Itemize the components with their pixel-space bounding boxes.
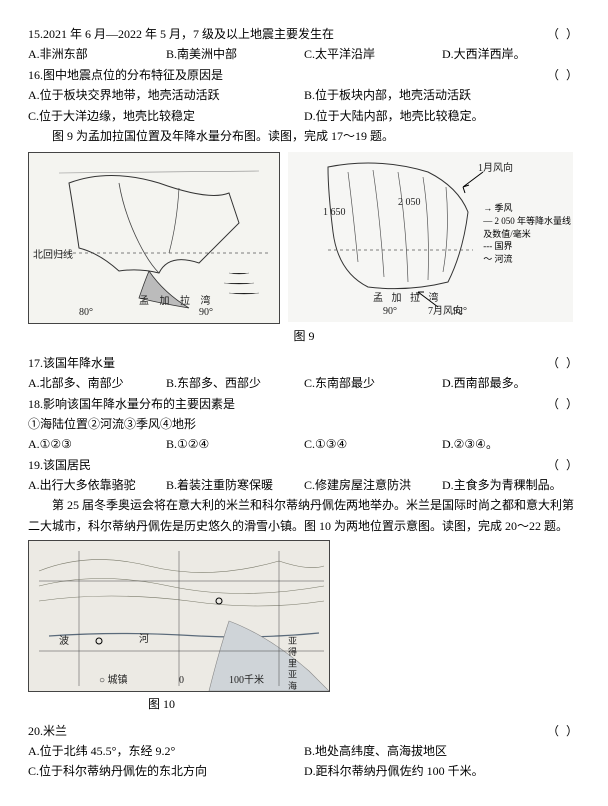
label-po2: 河 [139, 631, 149, 648]
option-d[interactable]: D.西南部最多。 [442, 373, 580, 393]
question-17-stem: 17.该国年降水量 （ ） [28, 353, 580, 373]
option-a[interactable]: A.非洲东部 [28, 44, 166, 64]
figure-9-right-map: 1月风向 → 季风 — 2 050 年等降水量线 及数值/毫米 --- 国界 ～… [288, 152, 573, 322]
label-tropic: 北回归线 [33, 247, 73, 264]
legend-isohyet: 年等降水量线 及数值/毫米 [483, 216, 571, 239]
option-a[interactable]: A.①②③ [28, 434, 166, 454]
label-80: 80° [79, 304, 93, 321]
option-a[interactable]: A.位于北纬 45.5°，东经 9.2° [28, 741, 304, 761]
figure-9: 北回归线 孟 加 拉 湾 80° 90° 1月风向 → 季风 — 2 050 年… [28, 152, 580, 324]
scale-100: 100千米 [229, 672, 264, 689]
option-c[interactable]: C.①③④ [304, 434, 442, 454]
figure-9-caption: 图 9 [28, 326, 580, 346]
label-90b: 90° [383, 303, 397, 320]
option-d[interactable]: D.主食多为青稞制品。 [442, 475, 580, 495]
scale-0: 0 [179, 672, 184, 689]
figure-10-caption: 图 10 [148, 694, 580, 714]
option-b[interactable]: B.①②④ [166, 434, 304, 454]
q16-options-row1: A.位于板块交界地带，地壳活动活跃 B.位于板块内部，地壳活动活跃 [28, 85, 580, 105]
q20-options-row2: C.位于科尔蒂纳丹佩佐的东北方向 D.距科尔蒂纳丹佩佐约 100 千米。 [28, 761, 580, 781]
q15-text: 15.2021 年 6 月—2022 年 5 月，7 级及以上地震主要发生在 [28, 24, 334, 44]
option-d[interactable]: D.距科尔蒂纳丹佩佐约 100 千米。 [304, 761, 580, 781]
option-c[interactable]: C.太平洋沿岸 [304, 44, 442, 64]
q17-options: A.北部多、南部少 B.东部多、西部少 C.东南部最少 D.西南部最多。 [28, 373, 580, 393]
answer-blank[interactable]: （ ） [547, 65, 580, 85]
label-adriatic: 亚 得 里 亚 海 [284, 636, 299, 690]
label-92: 92° [453, 303, 467, 320]
figure-10-map: 波 河 亚 得 里 亚 海 ○ 城镇 0 100千米 [28, 540, 330, 692]
lead-text-9: 图 9 为孟加拉国位置及年降水量分布图。读图，完成 17～19 题。 [28, 126, 580, 146]
question-18-stem: 18.影响该国年降水量分布的主要因素是 （ ） [28, 394, 580, 414]
answer-blank[interactable]: （ ） [547, 394, 580, 414]
answer-blank[interactable]: （ ） [547, 455, 580, 475]
legend-border: 国界 [494, 241, 512, 251]
q18-options: A.①②③ B.①②④ C.①③④ D.②③④。 [28, 434, 580, 454]
legend-monsoon: 季风 [494, 203, 512, 213]
answer-blank[interactable]: （ ） [547, 721, 580, 741]
option-d[interactable]: D.大西洋西岸。 [442, 44, 580, 64]
label-1650: 1 650 [323, 204, 346, 221]
question-16-stem: 16.图中地震点位的分布特征及原因是 （ ） [28, 65, 580, 85]
label-90: 90° [199, 304, 213, 321]
option-b[interactable]: B.着装注重防寒保暖 [166, 475, 304, 495]
question-20-stem: 20.米兰 （ ） [28, 721, 580, 741]
q19-options: A.出行大多依靠骆驼 B.着装注重防寒保暖 C.修建房屋注意防洪 D.主食多为青… [28, 475, 580, 495]
q16-options-row2: C.位于大洋边缘，地壳比较稳定 D.位于大陆内部，地壳比较稳定。 [28, 106, 580, 126]
legend-river: 河流 [495, 254, 513, 264]
legend: → 季风 — 2 050 年等降水量线 及数值/毫米 --- 国界 ～ 河流 [483, 202, 571, 265]
label-2050: 2 050 [398, 194, 421, 211]
option-b[interactable]: B.地处高纬度、高海拔地区 [304, 741, 580, 761]
q17-text: 17.该国年降水量 [28, 353, 115, 373]
option-c[interactable]: C.位于科尔蒂纳丹佩佐的东北方向 [28, 761, 304, 781]
option-c[interactable]: C.东南部最少 [304, 373, 442, 393]
option-c[interactable]: C.修建房屋注意防洪 [304, 475, 442, 495]
option-d[interactable]: D.位于大陆内部，地壳比较稳定。 [304, 106, 580, 126]
legend-town: ○ 城镇 [99, 672, 128, 689]
option-b[interactable]: B.南美洲中部 [166, 44, 304, 64]
lead-text-10: 第 25 届冬季奥运会将在意大利的米兰和科尔蒂纳丹佩佐两地举办。米兰是国际时尚之… [28, 495, 580, 536]
option-d[interactable]: D.②③④。 [442, 434, 580, 454]
q15-options: A.非洲东部 B.南美洲中部 C.太平洋沿岸 D.大西洋西岸。 [28, 44, 580, 64]
figure-9-left-map: 北回归线 孟 加 拉 湾 80° 90° [28, 152, 280, 324]
option-a[interactable]: A.位于板块交界地带，地壳活动活跃 [28, 85, 304, 105]
option-a[interactable]: A.出行大多依靠骆驼 [28, 475, 166, 495]
option-c[interactable]: C.位于大洋边缘，地壳比较稳定 [28, 106, 304, 126]
label-po1: 波 [59, 633, 69, 650]
answer-blank[interactable]: （ ） [547, 24, 580, 44]
q20-options-row1: A.位于北纬 45.5°，东经 9.2° B.地处高纬度、高海拔地区 [28, 741, 580, 761]
option-b[interactable]: B.位于板块内部，地壳活动活跃 [304, 85, 580, 105]
label-jan-wind: 1月风向 [478, 160, 513, 177]
q16-text: 16.图中地震点位的分布特征及原因是 [28, 65, 223, 85]
q18-text: 18.影响该国年降水量分布的主要因素是 [28, 394, 235, 414]
question-15-stem: 15.2021 年 6 月—2022 年 5 月，7 级及以上地震主要发生在 （… [28, 24, 580, 44]
q18-factors: ①海陆位置②河流③季风④地形 [28, 414, 580, 434]
q20-text: 20.米兰 [28, 721, 67, 741]
question-19-stem: 19.该国居民 （ ） [28, 455, 580, 475]
option-a[interactable]: A.北部多、南部少 [28, 373, 166, 393]
q19-text: 19.该国居民 [28, 455, 91, 475]
answer-blank[interactable]: （ ） [547, 353, 580, 373]
option-b[interactable]: B.东部多、西部少 [166, 373, 304, 393]
